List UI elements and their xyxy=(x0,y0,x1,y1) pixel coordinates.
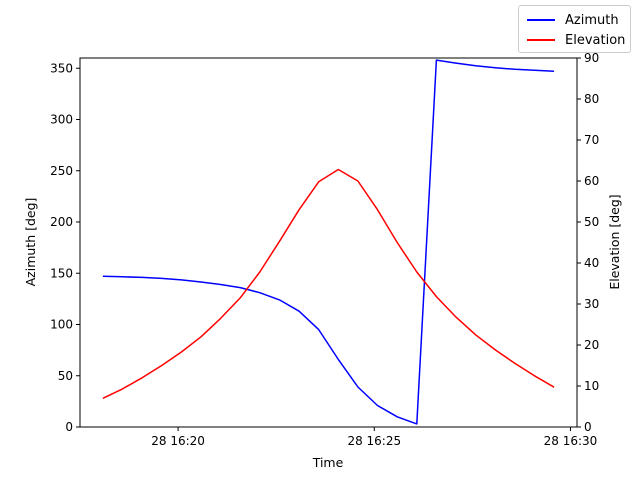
y-right-tick-label: 60 xyxy=(584,174,599,188)
plot-frame xyxy=(79,57,578,428)
y-right-tick-label: 90 xyxy=(584,51,599,65)
y-left-tick-label: 250 xyxy=(50,164,73,178)
y-right-tick-label: 30 xyxy=(584,297,599,311)
y-left-tick-label: 100 xyxy=(50,318,73,332)
right-axis: 0 10 20 30 40 50 60 70 80 90 xyxy=(577,51,599,434)
y-left-tick-label: 350 xyxy=(50,61,73,75)
bottom-axis: 28 16:20 28 16:25 28 16:30 xyxy=(151,427,597,448)
y-right-tick-label: 20 xyxy=(584,338,599,352)
y-right-tick-label: 10 xyxy=(584,379,599,393)
legend: Azimuth Elevation xyxy=(518,5,631,53)
y-right-tick-label: 50 xyxy=(584,215,599,229)
plot-lines xyxy=(102,59,555,425)
x-tick-label: 28 16:25 xyxy=(347,434,401,448)
series-line-azimuth xyxy=(102,59,555,425)
y-right-tick-label: 40 xyxy=(584,256,599,270)
left-axis: 0 50 100 150 200 250 300 350 xyxy=(50,61,80,434)
legend-swatch-azimuth xyxy=(527,19,555,21)
legend-label-elevation: Elevation xyxy=(565,32,626,48)
y-left-tick-label: 300 xyxy=(50,113,73,127)
plot-border xyxy=(79,57,578,428)
legend-item-elevation: Elevation xyxy=(527,32,625,48)
y-axis-left-label: Azimuth [deg] xyxy=(23,198,38,287)
y-left-tick-label: 150 xyxy=(50,266,73,280)
series-line-elevation xyxy=(102,168,555,399)
y-axis-right-label: Elevation [deg] xyxy=(607,194,622,289)
legend-swatch-elevation xyxy=(527,39,555,41)
y-left-tick-label: 200 xyxy=(50,215,73,229)
y-right-tick-label: 0 xyxy=(584,420,592,434)
y-left-tick-label: 50 xyxy=(58,369,73,383)
y-right-tick-label: 70 xyxy=(584,133,599,147)
y-right-tick-label: 80 xyxy=(584,92,599,106)
legend-label-azimuth: Azimuth xyxy=(565,12,619,28)
x-axis-label: Time xyxy=(312,455,344,470)
x-tick-label: 28 16:30 xyxy=(544,434,598,448)
x-tick-label: 28 16:20 xyxy=(151,434,205,448)
y-left-tick-label: 0 xyxy=(65,420,73,434)
legend-item-azimuth: Azimuth xyxy=(527,12,619,28)
